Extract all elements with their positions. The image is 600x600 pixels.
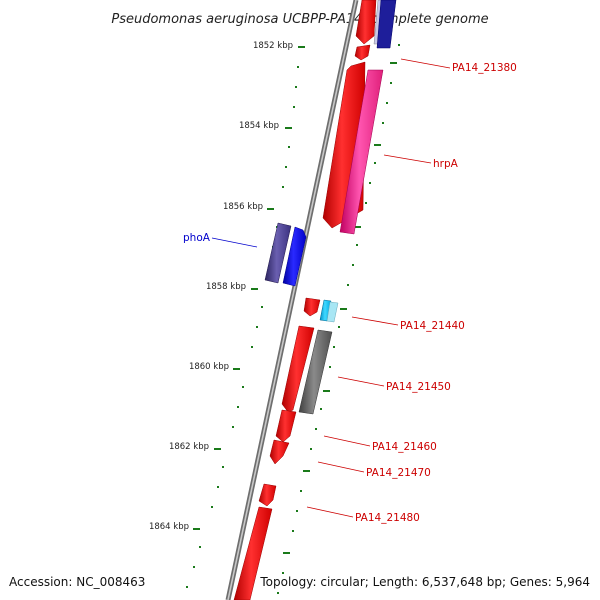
accession-text: Accession: NC_008463 [9,575,145,589]
gene-phoA[interactable] [282,226,307,287]
gene-label-phoA[interactable]: phoA [183,232,211,244]
inner-tick-track [277,44,400,594]
gene-pa14-21460[interactable] [275,409,297,443]
leader-hrpA [383,154,432,164]
leader-phoA [211,237,258,248]
gene-red-long-bottom[interactable] [233,506,273,600]
gene-label-pa14-21470[interactable]: PA14_21470 [366,467,431,479]
kbp-label-1860: 1860 kbp [189,362,229,372]
genome-title: Pseudomonas aeruginosa UCBPP-PA14, compl… [111,12,488,27]
leader-pa14-21440 [351,316,399,326]
kbp-label-1852: 1852 kbp [253,41,293,51]
gene-slate[interactable] [264,222,292,284]
leader-pa14-21380 [400,58,451,69]
gene-hrpA[interactable] [339,69,384,235]
gene-label-pa14-21450[interactable]: PA14_21450 [386,381,451,393]
gene-label-pa14-21440[interactable]: PA14_21440 [400,320,465,332]
gene-pa14-21440[interactable] [319,299,339,323]
kbp-label-1858: 1858 kbp [206,282,246,292]
kbp-label-1856: 1856 kbp [223,202,263,212]
gene-top-cluster[interactable] [354,0,397,61]
gene-red-small-1[interactable] [303,297,321,317]
gene-label-pa14-21380[interactable]: PA14_21380 [452,62,517,74]
gene-label-pa14-21460[interactable]: PA14_21460 [372,441,437,453]
leader-pa14-21470 [317,461,365,473]
genome-backbone-highlight [227,0,357,600]
gene-pa14-21450[interactable] [298,329,333,415]
leader-pa14-21480 [306,506,354,518]
leader-pa14-21450 [337,376,385,387]
gene-label-pa14-21480[interactable]: PA14_21480 [355,512,420,524]
topology-text: Topology: circular; Length: 6,537,648 bp… [259,575,590,589]
leader-pa14-21460 [323,435,371,447]
kbp-label-1862: 1862 kbp [169,442,209,452]
kbp-label-1854: 1854 kbp [239,121,279,131]
gene-label-hrpA[interactable]: hrpA [433,158,459,170]
kbp-label-1864: 1864 kbp [149,522,189,532]
gene-pa14-21480[interactable] [258,483,277,507]
gene-pa14-21470[interactable] [269,439,290,465]
